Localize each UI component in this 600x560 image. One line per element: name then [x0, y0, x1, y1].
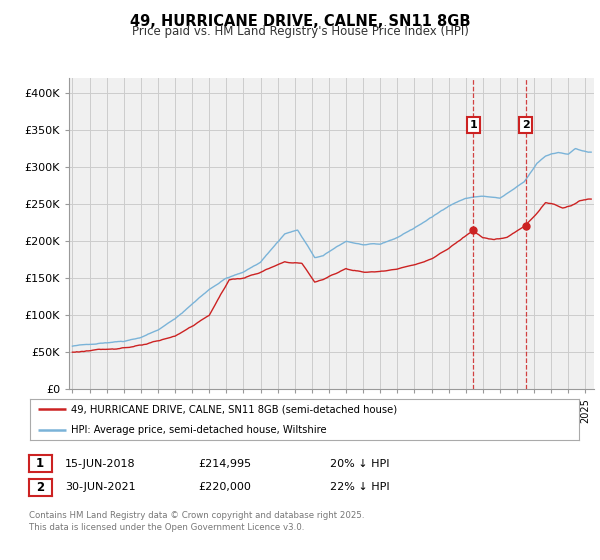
Text: Contains HM Land Registry data © Crown copyright and database right 2025.
This d: Contains HM Land Registry data © Crown c… — [29, 511, 364, 531]
Text: 49, HURRICANE DRIVE, CALNE, SN11 8GB (semi-detached house): 49, HURRICANE DRIVE, CALNE, SN11 8GB (se… — [71, 404, 397, 414]
Text: Price paid vs. HM Land Registry's House Price Index (HPI): Price paid vs. HM Land Registry's House … — [131, 25, 469, 38]
Text: 20% ↓ HPI: 20% ↓ HPI — [330, 459, 389, 469]
Text: 2: 2 — [522, 120, 529, 130]
Text: 1: 1 — [470, 120, 478, 130]
Text: £220,000: £220,000 — [198, 482, 251, 492]
Text: HPI: Average price, semi-detached house, Wiltshire: HPI: Average price, semi-detached house,… — [71, 424, 327, 435]
Text: 15-JUN-2018: 15-JUN-2018 — [65, 459, 136, 469]
Text: 1: 1 — [36, 457, 44, 470]
Text: 22% ↓ HPI: 22% ↓ HPI — [330, 482, 389, 492]
Text: 2: 2 — [36, 480, 44, 494]
Text: £214,995: £214,995 — [198, 459, 251, 469]
Text: 49, HURRICANE DRIVE, CALNE, SN11 8GB: 49, HURRICANE DRIVE, CALNE, SN11 8GB — [130, 14, 470, 29]
Text: 30-JUN-2021: 30-JUN-2021 — [65, 482, 136, 492]
